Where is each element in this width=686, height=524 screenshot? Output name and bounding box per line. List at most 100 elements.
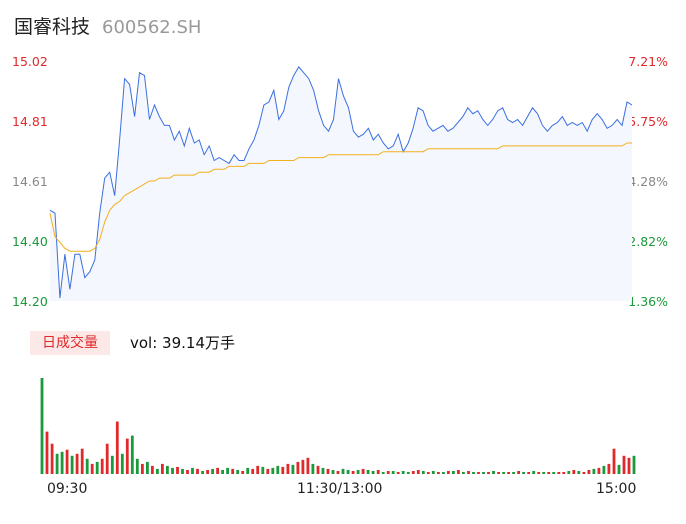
volume-bar <box>542 472 546 474</box>
volume-bar <box>306 457 310 474</box>
volume-bar <box>416 470 420 474</box>
average-price-line <box>49 142 632 252</box>
volume-bar <box>90 463 94 474</box>
volume-bar <box>577 471 581 474</box>
volume-bar <box>115 421 119 474</box>
volume-bar <box>60 451 64 474</box>
price-tick-1: 15.02 <box>12 54 48 69</box>
volume-bar <box>80 448 84 474</box>
volume-bar <box>55 453 59 474</box>
volume-bar <box>391 471 395 474</box>
volume-bar <box>617 464 621 474</box>
volume-bar <box>557 472 561 474</box>
volume-bar <box>507 472 510 474</box>
volume-bar <box>457 470 460 474</box>
volume-bar <box>477 472 480 474</box>
pct-tick-5: 1.36% <box>628 294 668 309</box>
volume-bar <box>321 467 325 474</box>
price-tick-3: 14.61 <box>12 174 48 189</box>
volume-bar <box>125 438 129 474</box>
volume-bar <box>547 472 551 474</box>
volume-bar <box>447 471 450 474</box>
volume-bar <box>572 470 576 474</box>
volume-bar <box>311 463 315 474</box>
volume-bar <box>286 463 290 474</box>
volume-bar <box>75 453 79 474</box>
pct-tick-2: 5.75% <box>628 114 668 129</box>
volume-bar <box>421 471 425 474</box>
volume-bar <box>401 471 405 474</box>
volume-bar <box>336 471 340 474</box>
volume-bar <box>211 468 214 474</box>
volume-bar <box>607 463 611 474</box>
price-tick-4: 14.40 <box>12 234 48 249</box>
volume-bar <box>161 463 164 474</box>
volume-bar <box>221 470 224 474</box>
volume-bar <box>196 468 199 474</box>
volume-bar <box>431 471 435 474</box>
volume-bar <box>110 455 114 474</box>
pct-tick-1: 7.21% <box>628 54 668 69</box>
stock-code: 600562.SH <box>102 17 202 38</box>
volume-bar <box>527 472 531 474</box>
volume-bar <box>582 472 586 474</box>
volume-bar <box>271 467 275 474</box>
volume-bar <box>120 453 124 474</box>
volume-bar <box>602 465 606 474</box>
volume-bar <box>452 471 455 474</box>
volume-bar <box>341 468 345 474</box>
volume-bar <box>567 471 571 474</box>
volume-bar <box>366 470 370 474</box>
volume-bar <box>487 472 490 474</box>
volume-bar <box>361 468 365 474</box>
volume-bar <box>105 443 109 474</box>
volume-bar <box>411 471 415 474</box>
pct-tick-4: 2.82% <box>628 234 668 249</box>
volume-bar <box>316 465 320 474</box>
volume-bar <box>301 459 305 474</box>
volume-bar <box>482 472 485 474</box>
volume-tag[interactable]: 日成交量 <box>30 331 110 355</box>
volume-bar <box>632 455 636 474</box>
volume-bar <box>512 472 515 474</box>
stock-name: 国睿科技 <box>14 16 91 38</box>
volume-bar <box>206 470 209 474</box>
volume-bar <box>100 458 104 474</box>
volume-bar <box>522 472 525 474</box>
time-tick-close: 15:00 <box>596 481 637 497</box>
volume-bar <box>376 470 380 474</box>
volume-bar <box>40 378 44 474</box>
volume-bar <box>151 465 154 474</box>
price-line <box>49 66 633 299</box>
price-tick-5: 14.20 <box>12 294 48 309</box>
volume-bar <box>351 471 355 474</box>
volume-value: vol: 39.14万手 <box>130 334 235 352</box>
volume-bar <box>276 465 280 474</box>
volume-bar <box>296 461 300 474</box>
volume-bar <box>326 468 330 474</box>
price-area-fill <box>50 66 632 302</box>
price-chart-area <box>49 66 633 302</box>
volume-bar <box>517 471 520 474</box>
volume-bar <box>261 466 265 474</box>
volume-bar <box>50 443 54 474</box>
volume-bar <box>386 471 390 474</box>
volume-bar <box>95 461 99 474</box>
volume-bar <box>381 472 385 474</box>
volume-bar <box>497 472 500 474</box>
volume-bar <box>166 465 169 474</box>
volume-bar <box>85 458 89 474</box>
volume-bar <box>552 472 556 474</box>
volume-bar <box>627 457 631 474</box>
volume-bar <box>331 470 335 474</box>
volume-bar <box>70 455 74 474</box>
volume-bar <box>201 471 204 474</box>
volume-bar <box>587 470 591 474</box>
volume-bar <box>141 463 144 474</box>
volume-bar <box>45 431 49 474</box>
volume-bar <box>406 472 410 474</box>
volume-bar <box>462 472 465 474</box>
volume-bar <box>442 472 445 474</box>
volume-bar <box>135 458 139 474</box>
